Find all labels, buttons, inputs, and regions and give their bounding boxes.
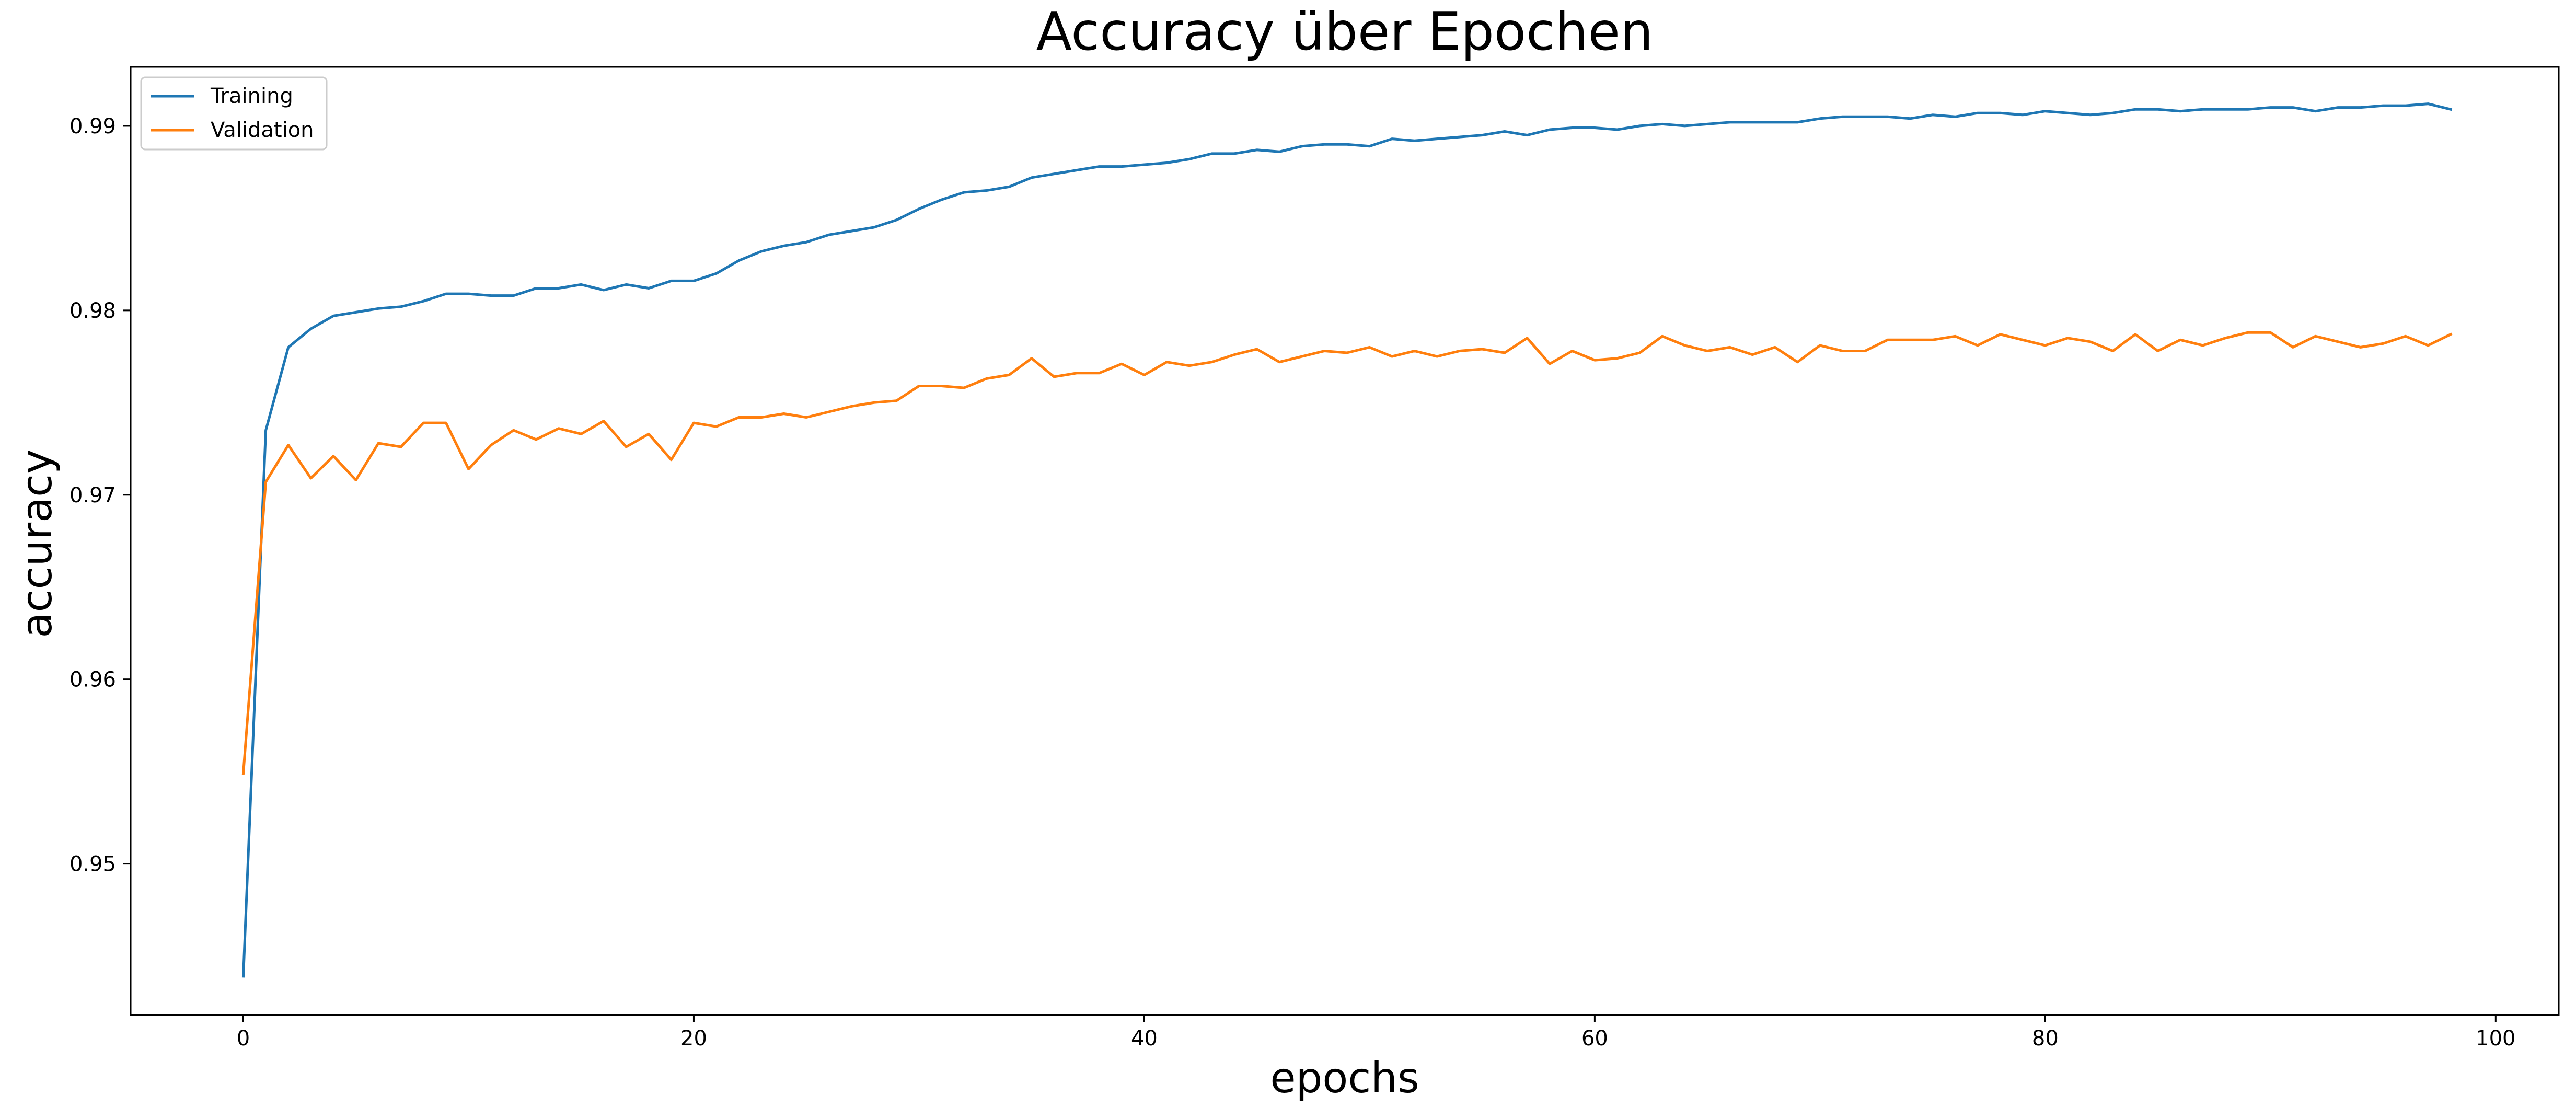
- chart-title: Accuracy über Epochen: [1036, 1, 1654, 62]
- x-tick-label: 80: [2032, 1026, 2059, 1051]
- legend-label-training: Training: [210, 84, 293, 108]
- x-tick-label: 0: [237, 1026, 250, 1051]
- y-tick-label: 0.95: [70, 852, 116, 876]
- y-tick-label: 0.98: [70, 299, 116, 323]
- y-axis: 0.95 0.96 0.97 0.98 0.99: [70, 114, 131, 876]
- y-tick-label: 0.97: [70, 483, 116, 507]
- axes-frame: [130, 66, 2560, 1016]
- x-axis: 0 20 40 60 80 100: [237, 1015, 2516, 1051]
- y-tick-label: 0.96: [70, 668, 116, 692]
- y-axis-label: accuracy: [13, 449, 61, 638]
- x-tick-label: 40: [1131, 1026, 1158, 1051]
- plot-area: [130, 66, 2560, 1016]
- legend-label-validation: Validation: [211, 118, 314, 142]
- series-line-training: [241, 102, 2453, 978]
- x-axis-label: epochs: [1270, 1054, 1419, 1102]
- x-tick-label: 20: [680, 1026, 707, 1051]
- x-tick-label: 100: [2476, 1026, 2515, 1051]
- y-tick-label: 0.99: [70, 114, 116, 139]
- series-line-validation: [241, 331, 2453, 775]
- legend: Training Validation: [140, 76, 328, 151]
- x-tick-label: 60: [1581, 1026, 1608, 1051]
- series-lines: [241, 102, 2453, 978]
